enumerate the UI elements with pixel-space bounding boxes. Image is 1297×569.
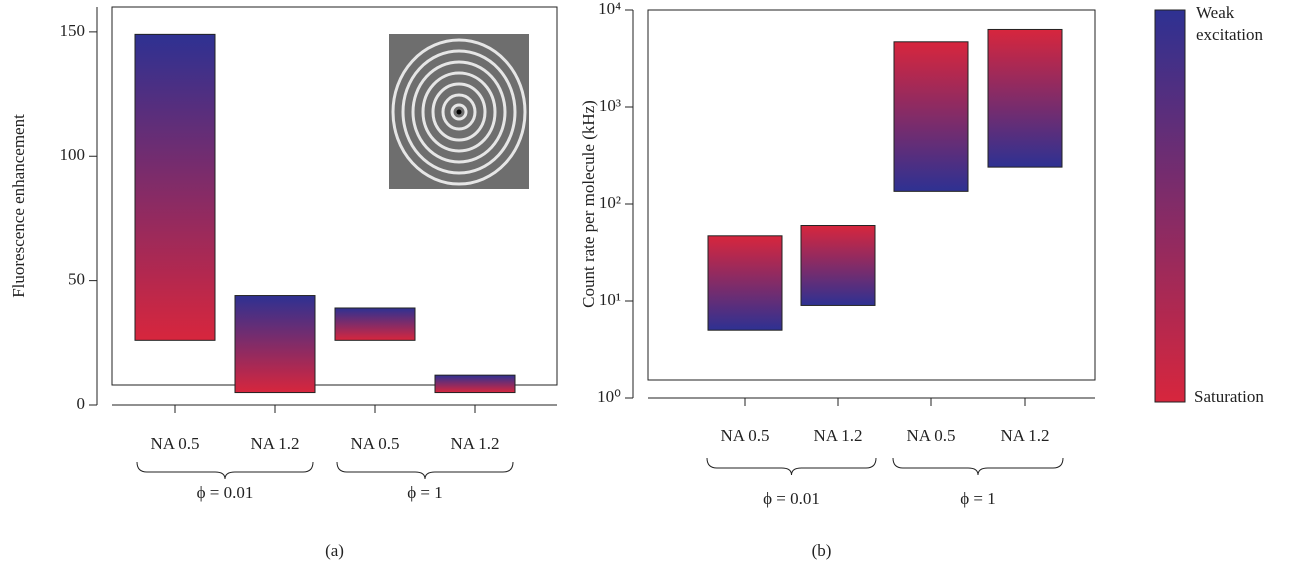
x-tick-label: NA 1.2 <box>1000 426 1049 445</box>
y-tick-label: 10² <box>599 193 621 212</box>
plot-frame <box>647 9 1096 381</box>
bar <box>334 307 416 341</box>
plot-frame <box>111 6 558 386</box>
panel-label: (b) <box>812 541 832 560</box>
group-label: ϕ = 1 <box>960 489 996 508</box>
group-brace <box>892 457 1064 476</box>
y-tick-label: 50 <box>68 270 85 289</box>
y-tick-label: 0 <box>77 394 86 413</box>
y-tick-label: 10⁰ <box>597 387 621 406</box>
group-label: ϕ = 0.01 <box>197 483 254 502</box>
x-tick-label: NA 0.5 <box>150 434 199 453</box>
bar <box>707 235 783 331</box>
group-label: ϕ = 0.01 <box>763 489 820 508</box>
group-label: ϕ = 1 <box>407 483 443 502</box>
group-brace <box>136 461 314 480</box>
x-tick-label: NA 1.2 <box>450 434 499 453</box>
inset-image <box>389 34 529 189</box>
bar <box>234 295 316 394</box>
x-tick-label: NA 1.2 <box>250 434 299 453</box>
bar <box>893 41 969 192</box>
group-brace <box>706 457 877 476</box>
y-tick-label: 10³ <box>599 96 621 115</box>
y-tick-label: 100 <box>60 145 86 164</box>
y-tick-label: 10¹ <box>599 290 621 309</box>
group-brace <box>336 461 514 480</box>
y-axis-label: Fluorescence enhancement <box>9 114 28 298</box>
panel-label: (a) <box>325 541 344 560</box>
colorbar-bottom-label: Saturation <box>1194 387 1264 406</box>
bar <box>434 374 516 394</box>
bar <box>134 33 216 341</box>
y-tick-label: 150 <box>60 21 86 40</box>
colorbar <box>1154 9 1186 403</box>
y-tick-label: 10⁴ <box>598 0 621 18</box>
x-tick-label: NA 0.5 <box>906 426 955 445</box>
bar <box>987 28 1063 168</box>
x-tick-label: NA 1.2 <box>813 426 862 445</box>
bar <box>800 225 876 306</box>
x-tick-label: NA 0.5 <box>720 426 769 445</box>
x-tick-label: NA 0.5 <box>350 434 399 453</box>
colorbar-top-label: Weak excitation <box>1196 3 1264 44</box>
y-axis-label: Count rate per molecule (kHz) <box>579 100 598 308</box>
